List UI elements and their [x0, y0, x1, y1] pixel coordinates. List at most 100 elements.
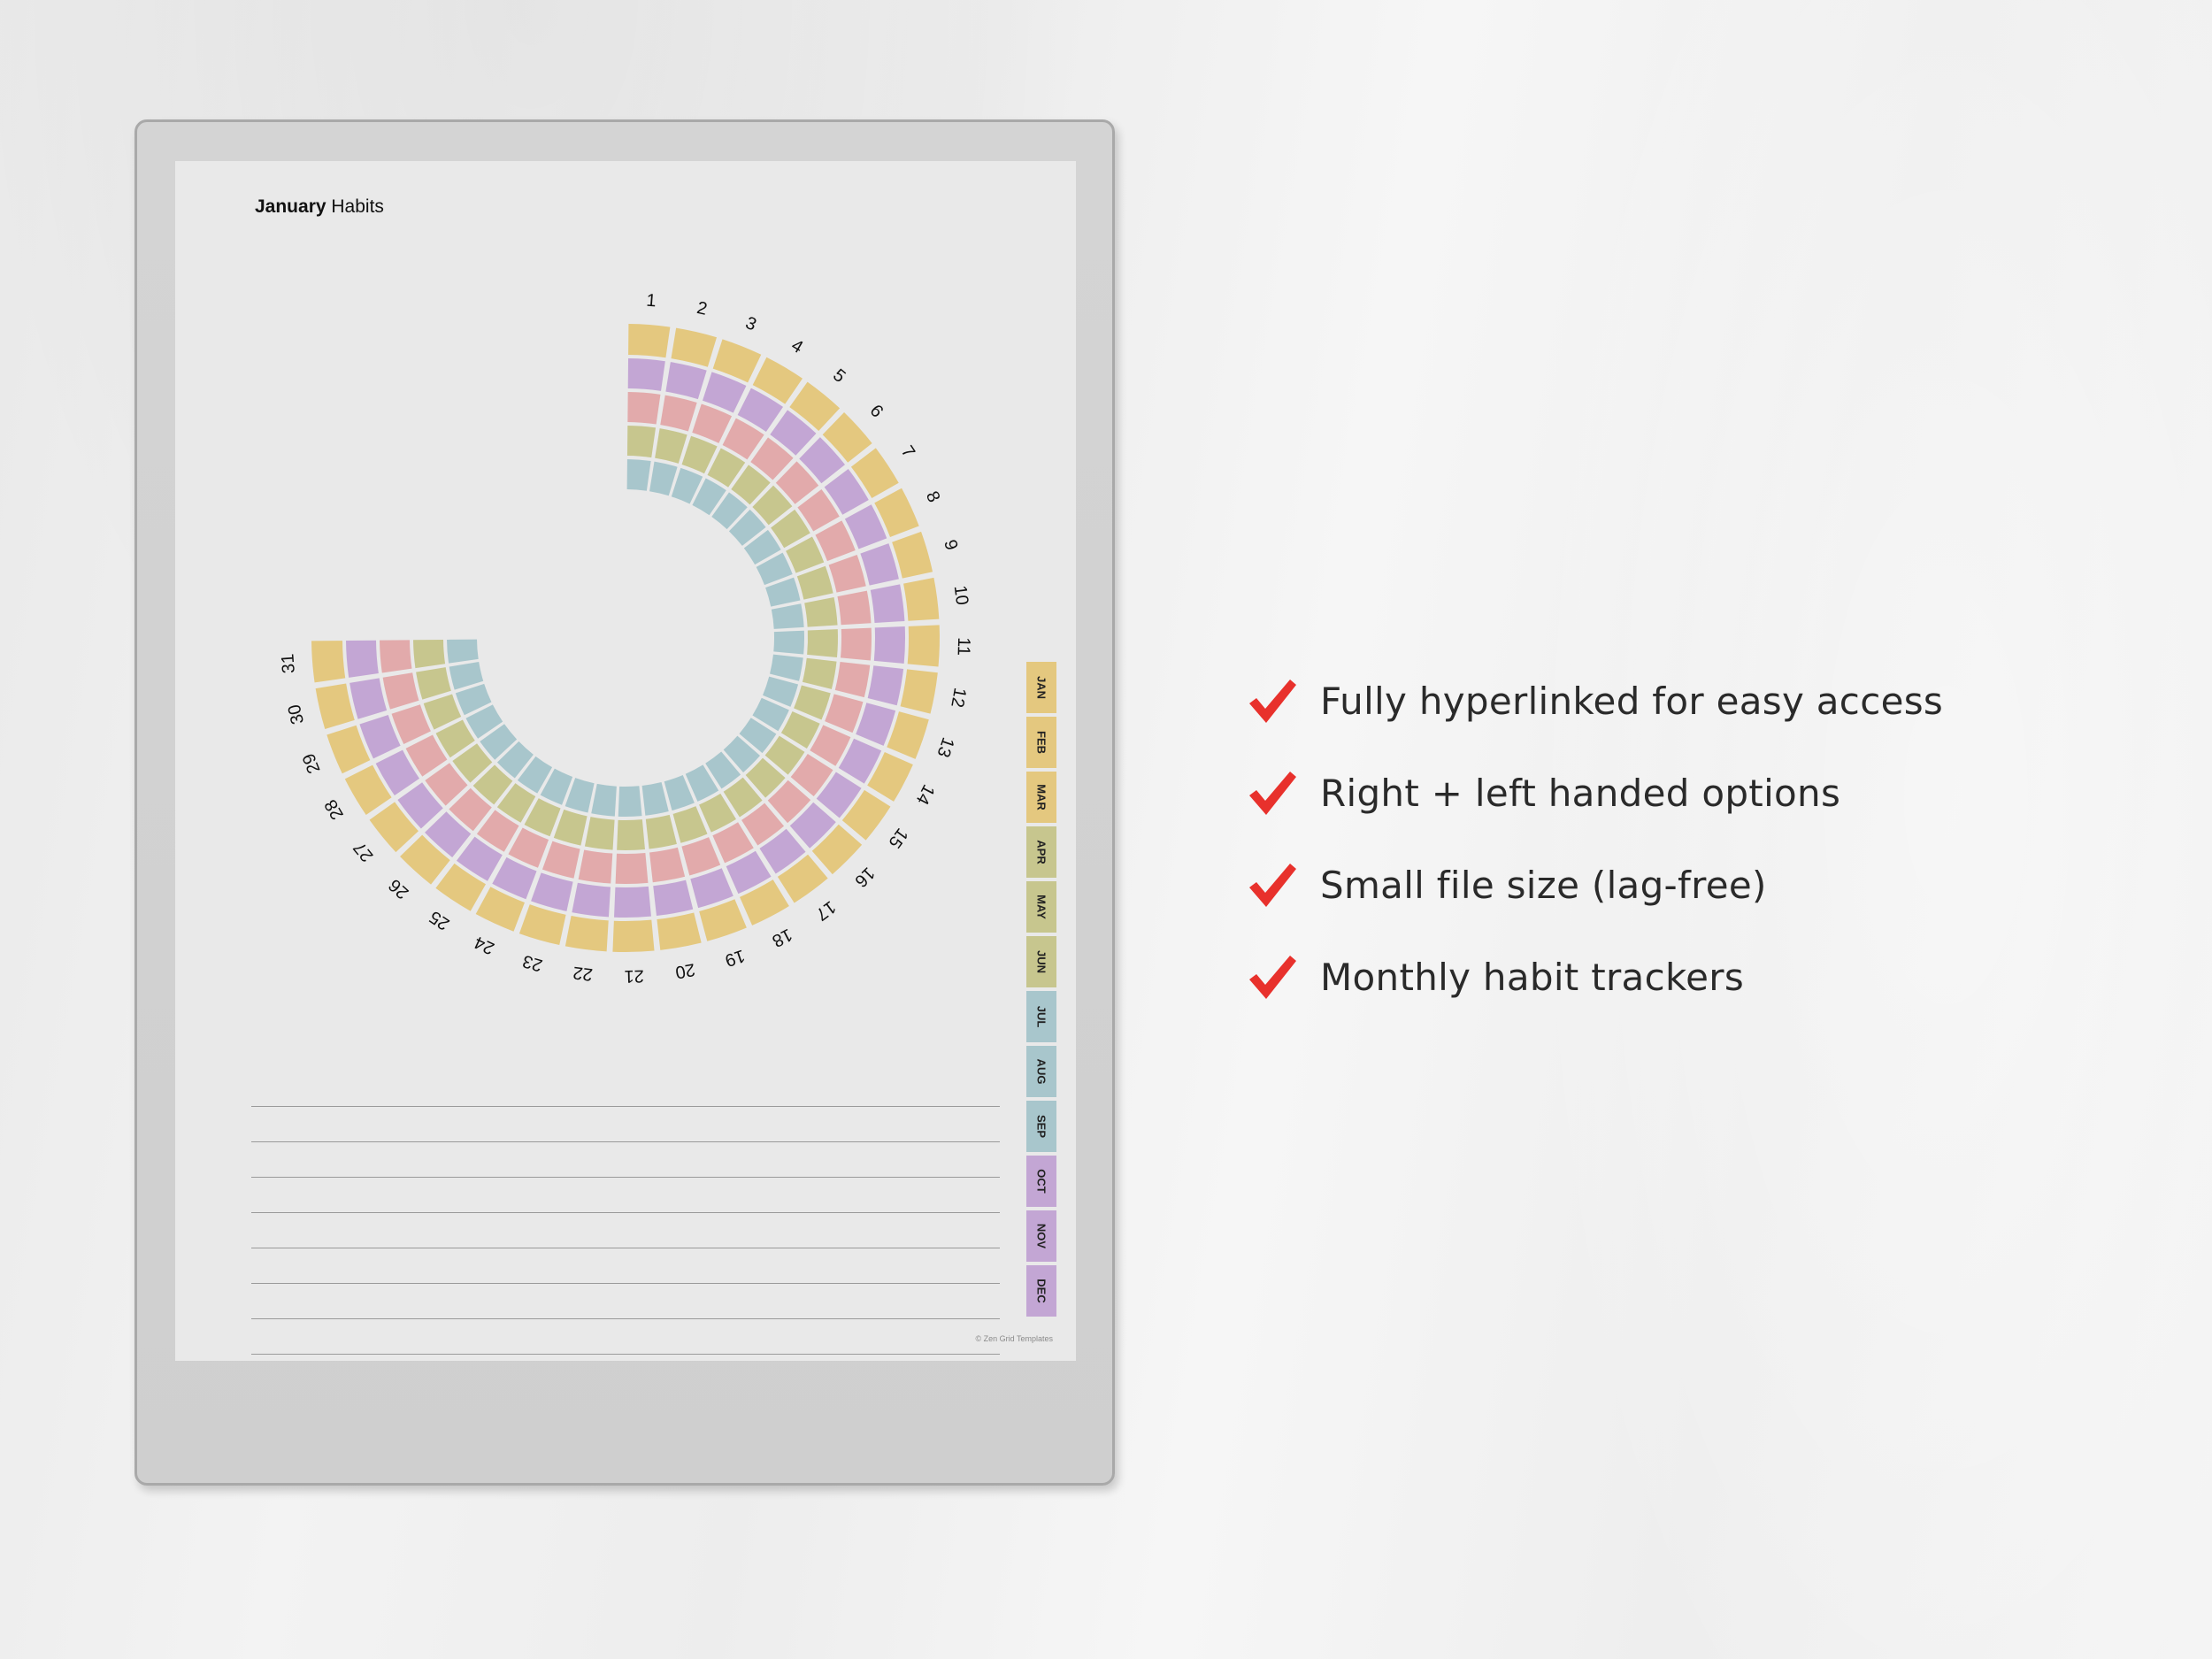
habit-cell[interactable]	[840, 627, 872, 661]
habit-cell[interactable]	[649, 461, 678, 496]
habit-cell[interactable]	[796, 565, 833, 600]
habit-cell[interactable]	[770, 410, 817, 456]
month-tab-dec[interactable]: DEC	[1026, 1265, 1056, 1317]
habit-cell[interactable]	[618, 786, 642, 817]
habit-cell[interactable]	[741, 803, 785, 846]
habit-cell[interactable]	[775, 461, 819, 504]
habit-cell[interactable]	[423, 694, 462, 730]
habit-cell[interactable]	[681, 837, 721, 876]
habit-cell[interactable]	[811, 824, 863, 875]
habit-cell[interactable]	[692, 478, 726, 516]
habit-cell[interactable]	[731, 465, 771, 505]
habit-cell[interactable]	[681, 435, 718, 474]
habit-cell[interactable]	[765, 577, 801, 607]
habit-cell[interactable]	[790, 754, 833, 797]
note-line[interactable]	[251, 1075, 1000, 1107]
habit-cell[interactable]	[699, 793, 736, 833]
habit-cell[interactable]	[326, 725, 371, 774]
habit-cell[interactable]	[860, 543, 899, 586]
habit-cell[interactable]	[711, 492, 748, 530]
habit-cell[interactable]	[518, 904, 566, 946]
habit-cell[interactable]	[841, 789, 891, 841]
habit-cell[interactable]	[572, 882, 611, 918]
habit-cell[interactable]	[657, 912, 702, 950]
habit-cell[interactable]	[756, 552, 793, 586]
habit-cell[interactable]	[815, 520, 856, 562]
habit-cell[interactable]	[802, 657, 837, 689]
month-tab-nov[interactable]: NOV	[1026, 1210, 1056, 1262]
month-tab-sep[interactable]: SEP	[1026, 1101, 1056, 1152]
habit-cell[interactable]	[615, 852, 649, 884]
habit-cell[interactable]	[745, 757, 786, 798]
habit-cell[interactable]	[645, 814, 677, 849]
habit-cell[interactable]	[837, 590, 872, 626]
month-tab-aug[interactable]: AUG	[1026, 1046, 1056, 1097]
habit-cell[interactable]	[828, 554, 866, 593]
habit-cell[interactable]	[759, 828, 806, 874]
habit-cell[interactable]	[777, 854, 828, 903]
month-tab-oct[interactable]: OCT	[1026, 1156, 1056, 1207]
habit-cell[interactable]	[397, 782, 443, 829]
habit-cell[interactable]	[838, 738, 882, 784]
note-line[interactable]	[251, 1142, 1000, 1178]
habit-cell[interactable]	[752, 357, 803, 404]
habit-cell[interactable]	[480, 724, 518, 760]
habit-cell[interactable]	[856, 703, 896, 746]
habit-cell[interactable]	[773, 630, 804, 655]
habit-cell[interactable]	[627, 392, 661, 425]
habit-cell[interactable]	[627, 358, 665, 391]
habit-cell[interactable]	[465, 704, 503, 739]
note-line[interactable]	[251, 1319, 1000, 1355]
habit-cell[interactable]	[692, 403, 733, 443]
habit-cell[interactable]	[626, 459, 651, 491]
habit-cell[interactable]	[456, 836, 503, 881]
month-tab-may[interactable]: MAY	[1026, 881, 1056, 933]
habit-cell[interactable]	[690, 868, 733, 909]
habit-cell[interactable]	[496, 741, 534, 779]
habit-cell[interactable]	[315, 683, 355, 730]
habit-cell[interactable]	[771, 603, 804, 629]
habit-cell[interactable]	[617, 819, 645, 850]
habit-cell[interactable]	[382, 672, 419, 710]
habit-cell[interactable]	[712, 339, 762, 383]
habit-cell[interactable]	[771, 509, 810, 549]
habit-cell[interactable]	[565, 916, 609, 952]
habit-cell[interactable]	[584, 817, 615, 850]
habit-cell[interactable]	[752, 485, 793, 526]
habit-cell[interactable]	[763, 676, 799, 707]
habit-cell[interactable]	[799, 437, 846, 484]
habit-cell[interactable]	[723, 777, 763, 818]
habit-cell[interactable]	[743, 529, 781, 565]
habit-cell[interactable]	[346, 640, 379, 678]
habit-cell[interactable]	[492, 856, 537, 900]
habit-cell[interactable]	[834, 662, 871, 698]
habit-cell[interactable]	[628, 324, 671, 358]
habit-cell[interactable]	[452, 743, 493, 783]
habit-cell[interactable]	[767, 780, 811, 824]
note-line[interactable]	[251, 1107, 1000, 1142]
habit-cell[interactable]	[900, 669, 938, 714]
habit-cell[interactable]	[789, 381, 841, 431]
habit-cell[interactable]	[907, 625, 940, 667]
habit-cell[interactable]	[764, 735, 805, 775]
habit-cell[interactable]	[664, 775, 695, 811]
habit-cell[interactable]	[867, 752, 913, 802]
habit-cell[interactable]	[705, 751, 741, 789]
habit-cell[interactable]	[887, 711, 929, 759]
habit-cell[interactable]	[672, 806, 708, 843]
habit-cell[interactable]	[752, 697, 789, 732]
month-tab-mar[interactable]: MAR	[1026, 772, 1056, 823]
habit-cell[interactable]	[540, 768, 573, 805]
habit-cell[interactable]	[780, 711, 820, 749]
habit-cell[interactable]	[641, 782, 669, 816]
habit-cell[interactable]	[375, 749, 420, 796]
habit-cell[interactable]	[722, 418, 764, 460]
habit-cell[interactable]	[380, 640, 412, 673]
habit-cell[interactable]	[797, 488, 840, 532]
habit-cell[interactable]	[425, 811, 472, 858]
month-tab-jan[interactable]: JAN	[1026, 662, 1056, 713]
habit-cell[interactable]	[794, 685, 831, 720]
habit-cell[interactable]	[873, 626, 905, 664]
habit-cell[interactable]	[508, 827, 549, 868]
habit-cell[interactable]	[591, 783, 617, 817]
